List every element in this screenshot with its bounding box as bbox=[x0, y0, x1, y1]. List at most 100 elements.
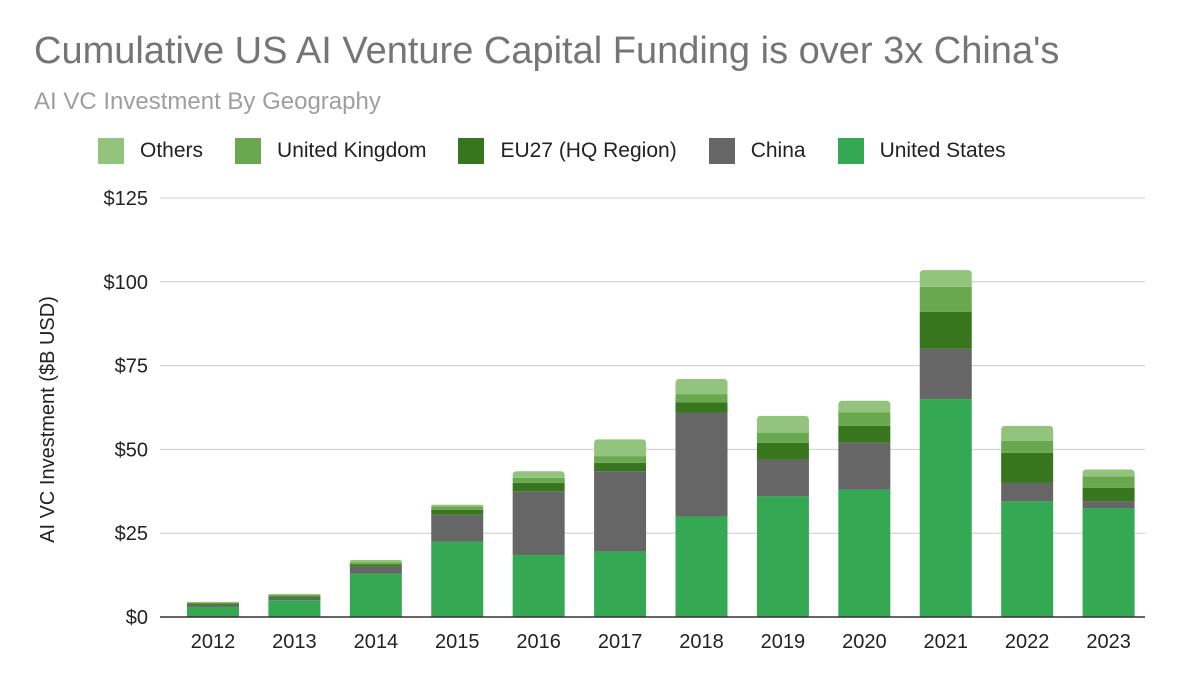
bar-segment-united-states bbox=[594, 551, 647, 617]
legend-item-united-kingdom: United Kingdom bbox=[235, 138, 426, 164]
x-tick-label: 2023 bbox=[1086, 631, 1131, 653]
bar-segment-united-states bbox=[1001, 501, 1054, 617]
bar-segment-eu27-hq-region bbox=[349, 564, 402, 567]
bar-segment-others bbox=[431, 504, 484, 507]
bar-segment-others bbox=[1001, 425, 1054, 442]
bar-segment-eu27-hq-region bbox=[919, 311, 972, 349]
bar-segment-united-kingdom bbox=[838, 412, 891, 426]
bar-segment-china bbox=[349, 566, 402, 574]
legend-label-united-states: United States bbox=[879, 139, 1006, 162]
bar-segment-eu27-hq-region bbox=[512, 482, 565, 492]
bar-segment-united-kingdom bbox=[512, 477, 565, 483]
bar-segment-others bbox=[187, 601, 239, 603]
y-tick-label: $125 bbox=[104, 188, 149, 210]
bar-segment-united-kingdom bbox=[919, 286, 972, 312]
bar-segment-united-states bbox=[431, 541, 484, 617]
bar-segment-united-kingdom bbox=[431, 506, 484, 510]
bar-segment-others bbox=[838, 400, 891, 413]
bar-segment-china bbox=[268, 597, 321, 601]
bar-segment-united-states bbox=[268, 600, 321, 617]
bar-segment-eu27-hq-region bbox=[838, 425, 891, 443]
bar-segment-china bbox=[1001, 482, 1054, 502]
bar-segment-united-states bbox=[838, 489, 891, 617]
y-axis-tick-labels: $0 $25 $50 $75 $100 $125 bbox=[104, 188, 149, 629]
x-tick-label: 2017 bbox=[598, 631, 643, 653]
bar-segment-others bbox=[349, 560, 402, 563]
bar-segment-china bbox=[512, 491, 565, 555]
bar-segment-united-states bbox=[675, 516, 728, 617]
legend-item-eu27-hq-region: EU27 (HQ Region) bbox=[458, 138, 677, 164]
y-tick-label: $100 bbox=[104, 272, 149, 294]
bar-segment-united-states bbox=[919, 399, 972, 617]
bar-segment-others bbox=[1082, 469, 1135, 477]
x-tick-label: 2016 bbox=[516, 631, 561, 653]
chart-subtitle: AI VC Investment By Geography bbox=[34, 88, 381, 115]
bar-segment-others bbox=[594, 439, 647, 457]
bar-segment-eu27-hq-region bbox=[1082, 487, 1135, 502]
legend-swatch-others bbox=[98, 138, 124, 164]
bar-segment-others bbox=[919, 270, 972, 287]
bar-segment-china bbox=[919, 348, 972, 400]
bar-segment-united-kingdom bbox=[1001, 441, 1054, 453]
x-tick-label: 2015 bbox=[435, 631, 480, 653]
y-tick-label: $50 bbox=[115, 439, 148, 461]
bar-segment-united-states bbox=[1082, 508, 1135, 617]
y-tick-label: $75 bbox=[115, 356, 148, 378]
legend-label-eu27-hq-region: EU27 (HQ Region) bbox=[500, 139, 677, 162]
legend-swatch-china bbox=[708, 138, 735, 164]
bar-segment-united-states bbox=[756, 496, 809, 617]
bar-segment-others bbox=[512, 471, 565, 478]
bar-segment-eu27-hq-region bbox=[187, 603, 239, 605]
x-tick-label: 2014 bbox=[354, 631, 399, 653]
bar-segment-china bbox=[675, 412, 728, 517]
chart-title: Cumulative US AI Venture Capital Funding… bbox=[34, 30, 1060, 72]
legend-label-others: Others bbox=[140, 139, 204, 162]
bar-segment-eu27-hq-region bbox=[431, 509, 484, 515]
legend-label-united-kingdom: United Kingdom bbox=[277, 139, 427, 162]
x-tick-label: 2021 bbox=[924, 631, 969, 653]
bar-segment-eu27-hq-region bbox=[756, 442, 809, 460]
bar-segment-united-states bbox=[349, 573, 402, 617]
bar-segment-china bbox=[431, 514, 484, 542]
x-tick-label: 2012 bbox=[191, 631, 236, 653]
bar-segment-china bbox=[756, 459, 809, 497]
bar-segment-eu27-hq-region bbox=[675, 402, 728, 413]
legend-item-others: Others bbox=[98, 138, 203, 164]
x-tick-label: 2020 bbox=[842, 631, 887, 653]
bar-segment-others bbox=[268, 593, 321, 595]
legend-item-united-states: United States bbox=[837, 138, 1006, 164]
y-axis-label: AI VC Investment ($B USD) bbox=[37, 296, 59, 543]
bar-segment-china bbox=[594, 471, 647, 552]
bar-segment-united-states bbox=[512, 554, 565, 617]
bar-segment-eu27-hq-region bbox=[268, 596, 321, 598]
bar-segment-eu27-hq-region bbox=[1001, 452, 1054, 483]
bar-segment-united-kingdom bbox=[675, 394, 728, 403]
bar-segment-china bbox=[838, 442, 891, 490]
legend-swatch-united-states bbox=[837, 138, 864, 164]
bar-segment-eu27-hq-region bbox=[594, 462, 647, 472]
bar-segment-united-kingdom bbox=[1082, 476, 1135, 488]
bar-segment-united-states bbox=[187, 606, 239, 617]
bar-segment-others bbox=[756, 415, 809, 433]
bars bbox=[187, 270, 1135, 617]
gridlines bbox=[160, 197, 1145, 534]
bar-segment-united-kingdom bbox=[756, 432, 809, 443]
x-tick-label: 2018 bbox=[679, 631, 724, 653]
legend-swatch-eu27-hq-region bbox=[458, 138, 485, 164]
bar-segment-others bbox=[675, 379, 728, 395]
chart-legend: Others United Kingdom EU27 (HQ Region) Chin… bbox=[98, 138, 1038, 164]
bar-segment-united-kingdom bbox=[349, 562, 402, 565]
bar-segment-china bbox=[1082, 501, 1135, 509]
x-tick-label: 2013 bbox=[272, 631, 317, 653]
x-tick-label: 2019 bbox=[761, 631, 806, 653]
y-tick-label: $25 bbox=[115, 523, 148, 545]
bar-segment-china bbox=[187, 604, 239, 607]
x-tick-label: 2022 bbox=[1005, 631, 1050, 653]
x-axis-tick-labels: 2012 2013 2014 2015 2016 2017 2018 2019 2020 2021… bbox=[191, 631, 1131, 653]
bar-segment-united-kingdom bbox=[268, 594, 321, 597]
y-tick-label: $0 bbox=[126, 607, 148, 629]
bar-segment-united-kingdom bbox=[187, 602, 239, 604]
legend-swatch-united-kingdom bbox=[235, 138, 262, 164]
bar-segment-united-kingdom bbox=[594, 456, 647, 463]
